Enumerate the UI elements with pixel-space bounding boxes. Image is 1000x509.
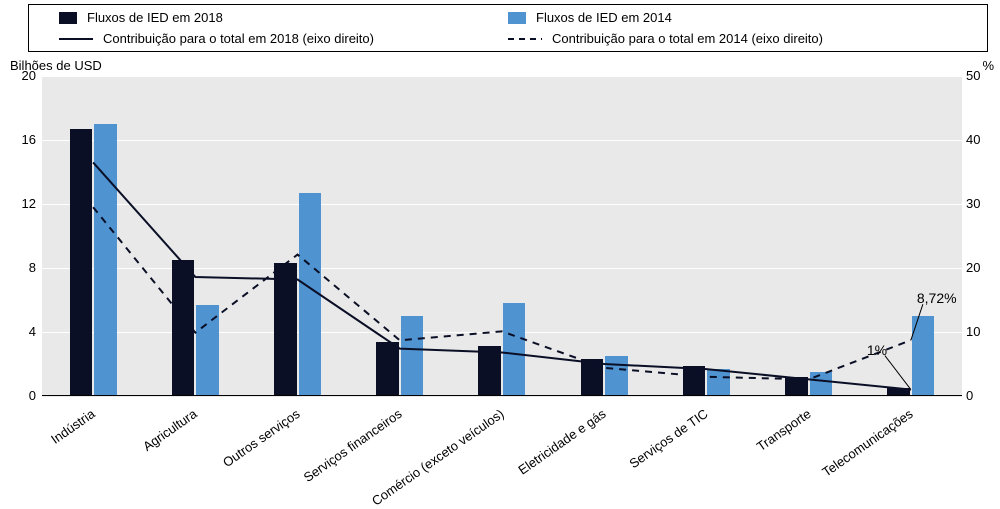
callout-leader bbox=[885, 356, 911, 390]
x-category-label: Outros serviços bbox=[220, 406, 303, 470]
x-category-label: Serviços de TIC bbox=[627, 406, 711, 471]
x-category-label: Agricultura bbox=[140, 406, 200, 454]
legend-swatch-bar-2014 bbox=[508, 12, 526, 24]
legend-swatch-bar-2018 bbox=[59, 12, 77, 24]
legend-item-bar-2014: Fluxos de IED em 2014 bbox=[508, 10, 957, 25]
x-category-label: Indústria bbox=[48, 406, 97, 447]
y-tick-right: 30 bbox=[966, 196, 996, 211]
y-tick-left: 12 bbox=[6, 196, 36, 211]
legend: Fluxos de IED em 2018 Fluxos de IED em 2… bbox=[28, 4, 988, 52]
callout-leader bbox=[911, 304, 923, 340]
legend-item-line-2018: Contribuição para o total em 2018 (eixo … bbox=[59, 31, 508, 46]
x-category-label: Transporte bbox=[754, 406, 814, 454]
legend-item-bar-2018: Fluxos de IED em 2018 bbox=[59, 10, 508, 25]
y-tick-left: 16 bbox=[6, 132, 36, 147]
y-tick-left: 8 bbox=[6, 260, 36, 275]
legend-swatch-line-2014 bbox=[508, 32, 542, 46]
y-tick-right: 50 bbox=[966, 68, 996, 83]
callout-2018: 1% bbox=[867, 342, 887, 358]
callout-2014: 8,72% bbox=[917, 290, 957, 306]
y-tick-right: 0 bbox=[966, 388, 996, 403]
y-tick-right: 20 bbox=[966, 260, 996, 275]
callout-leaders bbox=[42, 76, 962, 396]
y-tick-right: 10 bbox=[966, 324, 996, 339]
legend-label-bar-2014: Fluxos de IED em 2014 bbox=[536, 10, 672, 25]
x-category-label: Serviços financeiros bbox=[300, 406, 404, 485]
legend-label-line-2018: Contribuição para o total em 2018 (eixo … bbox=[103, 31, 374, 46]
x-category-label: Telecomunicações bbox=[819, 406, 915, 480]
y-tick-right: 40 bbox=[966, 132, 996, 147]
legend-item-line-2014: Contribuição para o total em 2014 (eixo … bbox=[508, 31, 957, 46]
x-category-labels: IndústriaAgriculturaOutros serviçosServi… bbox=[42, 400, 962, 500]
y-tick-left: 4 bbox=[6, 324, 36, 339]
chart-container: Fluxos de IED em 2018 Fluxos de IED em 2… bbox=[0, 0, 1000, 504]
legend-swatch-line-2018 bbox=[59, 32, 93, 46]
legend-label-line-2014: Contribuição para o total em 2014 (eixo … bbox=[552, 31, 823, 46]
y-tick-left: 0 bbox=[6, 388, 36, 403]
y-tick-left: 20 bbox=[6, 68, 36, 83]
x-category-label: Eletricidade e gás bbox=[516, 406, 609, 478]
legend-label-bar-2018: Fluxos de IED em 2018 bbox=[87, 10, 223, 25]
plot-area: 1% 8,72% bbox=[42, 76, 962, 396]
